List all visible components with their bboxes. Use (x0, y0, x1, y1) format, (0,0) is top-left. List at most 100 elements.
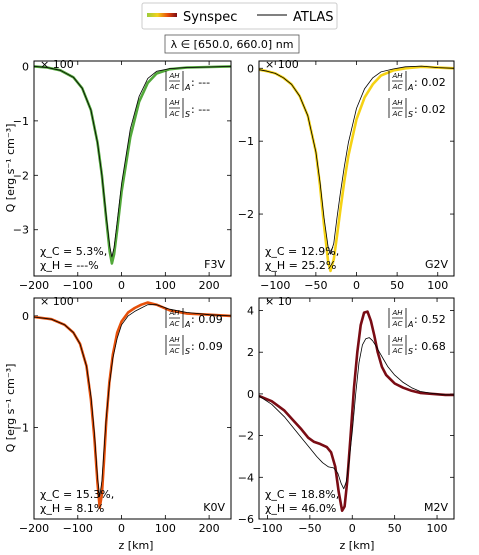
f3v-ytick-label: −3 (13, 224, 29, 237)
f3v-ratio-value: : --- (191, 76, 210, 89)
m2v-ratio-denominator: AC (392, 320, 403, 328)
g2v-ratio-sub: A (407, 83, 413, 92)
f3v-xtick-label: 100 (155, 279, 176, 292)
m2v-ratio-sub: A (407, 320, 413, 329)
xlabel-right: z [km] (340, 539, 375, 552)
f3v-chi-c: χ_C = 5.3%, (40, 245, 107, 258)
k0v-ratio-denominator: AC (169, 320, 180, 328)
k0v-ratio-value: : 0.09 (191, 340, 223, 353)
f3v-ratio-sub: S (185, 110, 190, 119)
panel-g2v: −100 −50 0 50 100 0 −1 −2 × 100 G2V χ_C = 12.9%,χ_… (238, 58, 455, 292)
wavelength-label: λ ∈ [650.0, 660.0] nm (171, 38, 294, 51)
m2v-ratio-s: AH AC S: 0.68 (388, 335, 446, 356)
m2v-ratio-numerator: AH (391, 336, 403, 344)
k0v-ratio-value: : 0.09 (191, 313, 223, 326)
ylabel-bottom: Q [erg s⁻¹ cm⁻³] (4, 364, 17, 453)
m2v-ytick-label: 4 (247, 305, 254, 318)
m2v-ratio-value: : 0.68 (414, 340, 446, 353)
legend-atlas-label: ATLAS (293, 10, 334, 25)
m2v-star-type: M2V (424, 501, 448, 514)
f3v-lines (34, 65, 231, 265)
g2v-ratio-sub: S (408, 110, 413, 119)
f3v-xtick-label: −100 (63, 279, 93, 292)
ylabel-top: Q [erg s⁻¹ cm⁻³] (4, 124, 17, 213)
g2v-atlas-line (259, 65, 454, 255)
g2v-xtick-label: 0 (353, 279, 360, 292)
f3v-ytick-label: 0 (22, 60, 29, 73)
m2v-xtick-label: 100 (427, 522, 448, 535)
m2v-scale-label: × 10 (265, 295, 292, 308)
m2v-ytick-label: −6 (238, 513, 254, 526)
k0v-ytick-label: 0 (22, 310, 29, 323)
f3v-frame (33, 60, 232, 277)
g2v-frame (258, 60, 455, 277)
f3v-xtick-label: 200 (199, 279, 220, 292)
xlabel-left: z [km] (119, 539, 154, 552)
f3v-chi-h: χ_H = ---% (40, 259, 99, 272)
g2v-ytick-label: 0 (247, 62, 254, 75)
m2v-ytick-label: 2 (247, 346, 254, 359)
k0v-xtick-label: 200 (199, 522, 220, 535)
k0v-ratio-denominator: AC (169, 347, 180, 355)
legend-synspec-label: Synspec (183, 10, 237, 25)
k0v-ytick-label: −1 (13, 421, 29, 434)
f3v-ratio-denominator: AC (169, 110, 180, 118)
m2v-xtick-label: 50 (388, 522, 402, 535)
panel-k0v: −200 −100 0 100 200 0 −1 × 100 K0V χ_C = 15.3%,χ_… (13, 295, 232, 535)
k0v-lines (34, 301, 231, 510)
m2v-xtick-label: −50 (298, 522, 321, 535)
g2v-ratio-numerator: AH (391, 72, 403, 80)
g2v-ytick-label: −2 (238, 208, 254, 221)
m2v-synspec-line (259, 310, 454, 513)
f3v-ratio-numerator: AH (168, 72, 180, 80)
m2v-ratio-value: : 0.52 (414, 313, 446, 326)
panel-m2v: −100 −50 0 50 100 4 2 0 −2 −4 −6 × 10 M2V χ_C = 18.8%… (238, 295, 455, 535)
g2v-lines (259, 65, 454, 273)
m2v-chi-h: χ_H = 46.0% (265, 502, 336, 515)
f3v-ratio-numerator: AH (168, 99, 180, 107)
legend-synspec-swatch (147, 13, 177, 17)
g2v-chi-h: χ_H = 25.2% (265, 259, 336, 272)
m2v-ratio-numerator: AH (391, 309, 403, 317)
g2v-ratio-value: : 0.02 (414, 76, 446, 89)
m2v-atlas-line (259, 337, 454, 490)
k0v-xtick-label: −200 (19, 522, 49, 535)
k0v-scale-label: × 100 (40, 295, 74, 308)
legend-frame (141, 2, 338, 30)
g2v-ratio-numerator: AH (391, 99, 403, 107)
legend: Synspec ATLAS (141, 2, 338, 30)
k0v-ratio-numerator: AH (168, 309, 180, 317)
m2v-ratio-denominator: AC (392, 347, 403, 355)
m2v-ratio-a: AH AC A: 0.52 (388, 308, 446, 329)
g2v-ytick-label: −1 (238, 135, 254, 148)
m2v-lines (259, 310, 454, 513)
g2v-xtick-label: −100 (260, 279, 290, 292)
k0v-chi-h: χ_H = 8.1% (40, 502, 104, 515)
f3v-ratio-value: : --- (191, 103, 210, 116)
m2v-ytick-label: −4 (238, 471, 254, 484)
panel-f3v: −200 −100 0 100 200 0 −1 −2 −3 × 100 F3V χ_C = 5.3%… (13, 58, 232, 292)
f3v-star-type: F3V (204, 258, 225, 271)
f3v-ratio-sub: A (184, 83, 190, 92)
f3v-xtick-label: −200 (19, 279, 49, 292)
m2v-chi-c: χ_C = 18.8%, (265, 488, 339, 501)
g2v-xtick-label: 100 (427, 279, 448, 292)
g2v-xtick-label: −50 (304, 279, 327, 292)
k0v-ratio-sub: A (184, 320, 190, 329)
k0v-ratio-numerator: AH (168, 336, 180, 344)
g2v-ratio-a: AH AC A: 0.02 (388, 71, 446, 92)
g2v-ratio-s: AH AC S: 0.02 (388, 98, 446, 119)
f3v-ratio-s: AH AC S: --- (165, 98, 210, 119)
wavelength-frame (164, 34, 300, 54)
wavelength-box: λ ∈ [650.0, 660.0] nm (164, 34, 300, 54)
k0v-ratio-a: AH AC A: 0.09 (165, 308, 223, 329)
k0v-chi-c: χ_C = 15.3%, (40, 488, 114, 501)
m2v-ratio-sub: S (408, 347, 413, 356)
m2v-xtick-label: −100 (252, 522, 282, 535)
g2v-ratio-denominator: AC (392, 110, 403, 118)
g2v-star-type: G2V (425, 258, 449, 271)
g2v-ratio-value: : 0.02 (414, 103, 446, 116)
f3v-atlas-line (34, 66, 231, 258)
k0v-atlas-line (34, 304, 231, 498)
